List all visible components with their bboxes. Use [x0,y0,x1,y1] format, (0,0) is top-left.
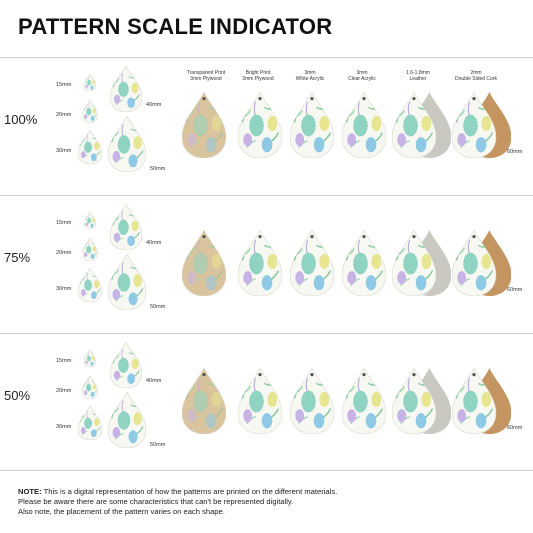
size-sample-50mm [108,254,146,310]
scale-label: 50% [4,388,31,403]
size-sample-20mm [82,376,98,399]
material-header: 1.6-1.8mm Leather [406,70,430,82]
material-header: 2mm Double Sided Cork [455,70,497,82]
size-label: 40mm [146,240,162,246]
size-label: 40mm [146,102,162,108]
size-sample-50mm [108,392,146,448]
cork-sample [452,368,512,434]
note-line: Also note, the placement of the pattern … [18,507,225,516]
white-acrylic-sample [290,92,334,158]
cork-sample [452,92,512,158]
size-sample-30mm [78,406,102,440]
leather-sample [392,230,452,296]
size-label: 20mm [56,112,72,118]
plywood-bright-sample [238,368,282,434]
size-tag: 60mm [507,149,523,155]
size-label: 50mm [150,442,166,448]
size-sample-40mm [110,66,142,112]
scale-label: 75% [4,250,31,265]
plywood-transparent-sample [182,368,226,434]
divider [0,195,533,196]
size-label: 20mm [56,388,72,394]
clear-acrylic-sample [342,230,386,296]
page-title: PATTERN SCALE INDICATOR [18,14,333,39]
size-sample-15mm [84,74,96,91]
leather-sample [392,92,452,158]
size-label: 30mm [56,424,72,430]
size-sample-20mm [82,238,98,261]
divider [0,333,533,334]
size-label: 50mm [150,304,166,310]
size-sample-30mm [78,268,102,302]
note-label: NOTE: [18,487,42,496]
note: NOTE: This is a digital representation o… [18,487,528,517]
scale-label: 100% [4,112,38,127]
size-sample-20mm [82,100,98,123]
size-sample-30mm [78,130,102,164]
divider [0,57,533,58]
size-label: 20mm [56,250,72,256]
divider [0,470,533,471]
note-line: This is a digital representation of how … [41,487,338,496]
leather-sample [392,368,452,434]
material-header: 3mm White Acrylic [295,70,325,82]
material-header: 3mm Clear Acrylic [348,70,376,82]
white-acrylic-sample [290,368,334,434]
size-label: 15mm [56,358,72,364]
material-header: Bright Print 3mm Plywood [242,70,274,82]
plywood-transparent-sample [182,92,226,158]
size-sample-15mm [84,350,96,367]
plywood-bright-sample [238,92,282,158]
plywood-bright-sample [238,230,282,296]
white-acrylic-sample [290,230,334,296]
size-label: 50mm [150,166,166,172]
size-sample-15mm [84,212,96,229]
size-tag: 60mm [507,425,523,431]
size-label: 15mm [56,82,72,88]
size-sample-40mm [110,204,142,250]
size-tag: 60mm [507,287,523,293]
material-header: Transparent Print 3mm Plywood [186,70,226,82]
clear-acrylic-sample [342,92,386,158]
size-label: 15mm [56,220,72,226]
clear-acrylic-sample [342,368,386,434]
size-sample-40mm [110,342,142,388]
cork-sample [452,230,512,296]
note-line: Please be aware there are some character… [18,497,294,506]
plywood-transparent-sample [182,230,226,296]
size-label: 40mm [146,378,162,384]
size-label: 30mm [56,286,72,292]
size-label: 30mm [56,148,72,154]
size-sample-50mm [108,116,146,172]
